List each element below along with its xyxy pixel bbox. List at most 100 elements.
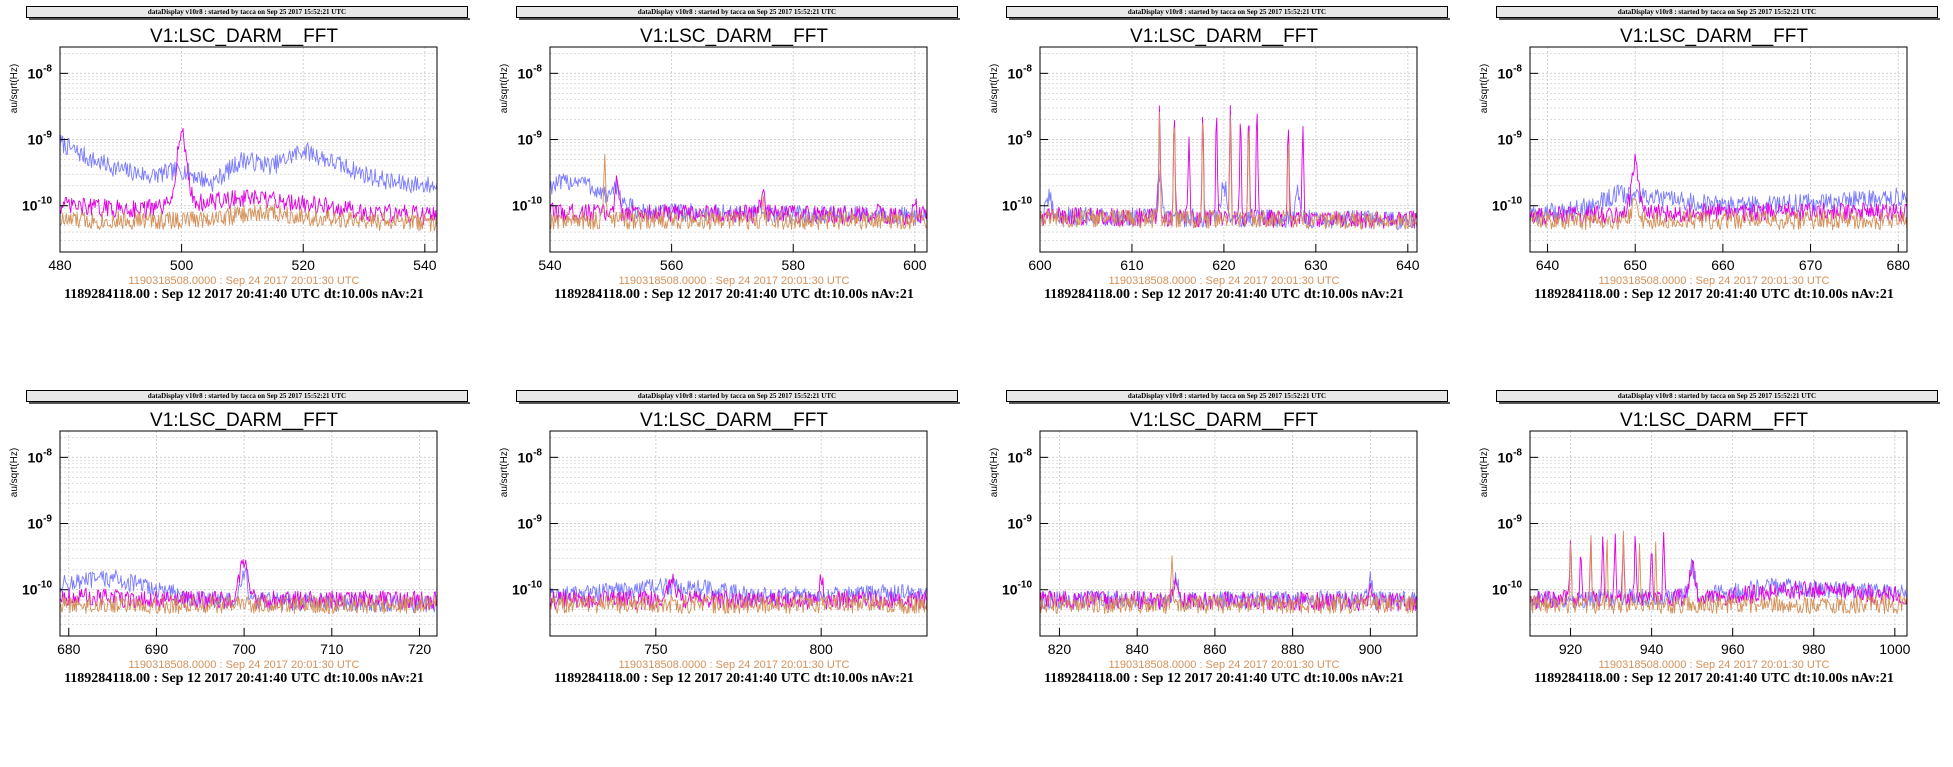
y-tick-label: 10-10	[1492, 580, 1522, 598]
series-line-orange	[549, 154, 928, 231]
series-line-blue	[59, 134, 438, 194]
acquisition-info: 1189284118.00 : Sep 12 2017 20:41:40 UTC…	[64, 287, 424, 302]
x-tick-label: 540	[538, 257, 562, 273]
plot-frame	[59, 46, 438, 253]
y-tick-label: 10-9	[518, 130, 543, 148]
x-tick-label: 800	[809, 641, 833, 657]
display-header: dataDisplay v10r8 : started by tacca on …	[516, 6, 960, 20]
x-tick-label: 540	[413, 257, 437, 273]
chart-panel: dataDisplay v10r8 : started by tacca on …	[1470, 384, 1953, 767]
x-tick-label: 720	[408, 641, 432, 657]
display-header: dataDisplay v10r8 : started by tacca on …	[26, 6, 470, 20]
x-tick-label: 710	[320, 641, 344, 657]
x-tick-label: 960	[1721, 641, 1745, 657]
x-tick-label: 1000	[1879, 641, 1910, 657]
chart-panel: dataDisplay v10r8 : started by tacca on …	[490, 384, 978, 767]
plot-area: 920 940 960 980 1000 10-8 10-9 10-10	[1492, 430, 1911, 657]
series-line-orange	[59, 594, 438, 615]
plot-title: V1:LSC_DARM__FFT	[1130, 26, 1318, 47]
x-tick-label: 940	[1640, 641, 1664, 657]
y-tick-label: 10-8	[28, 63, 53, 81]
x-tick-label: 520	[292, 257, 316, 273]
plot-title: V1:LSC_DARM__FFT	[640, 26, 828, 47]
x-tick-label: 880	[1281, 641, 1305, 657]
x-tick-label: 860	[1203, 641, 1227, 657]
series-line-magenta	[1529, 532, 1908, 610]
series-line-magenta	[59, 127, 438, 225]
x-tick-label: 900	[1359, 641, 1383, 657]
acquisition-info: 1189284118.00 : Sep 12 2017 20:41:40 UTC…	[64, 671, 424, 686]
x-tick-label: 980	[1802, 641, 1826, 657]
series-line-magenta	[59, 559, 438, 610]
x-tick-label: 500	[170, 257, 194, 273]
plot-area: 750 800 10-8 10-9 10-10	[512, 430, 928, 657]
acquisition-info: 1189284118.00 : Sep 12 2017 20:41:40 UTC…	[554, 671, 914, 686]
plot-frame	[1039, 46, 1418, 253]
plot-frame	[59, 430, 438, 637]
y-tick-label: 10-8	[1008, 447, 1033, 465]
series-line-orange	[1039, 555, 1418, 615]
y-tick-label: 10-8	[1498, 447, 1523, 465]
reference-timestamp: 1190318508.0000 : Sep 24 2017 20:01:30 U…	[1598, 275, 1830, 287]
reference-timestamp: 1190318508.0000 : Sep 24 2017 20:01:30 U…	[1108, 275, 1340, 287]
series-line-orange	[1039, 111, 1418, 230]
chart-panel: dataDisplay v10r8 : started by tacca on …	[980, 0, 1468, 383]
acquisition-info: 1189284118.00 : Sep 12 2017 20:41:40 UTC…	[1044, 671, 1404, 686]
y-tick-label: 10-10	[512, 196, 542, 214]
x-tick-label: 820	[1048, 641, 1072, 657]
y-tick-label: 10-9	[518, 514, 543, 532]
series-line-orange	[1529, 197, 1908, 231]
plot-frame	[549, 430, 928, 637]
y-tick-label: 10-9	[28, 514, 53, 532]
plot-area: 640 650 660 670 680 10-8 10-9 10-10	[1492, 46, 1911, 273]
acquisition-info: 1189284118.00 : Sep 12 2017 20:41:40 UTC…	[554, 287, 914, 302]
chart-panel: dataDisplay v10r8 : started by tacca on …	[0, 0, 488, 383]
plot-title: V1:LSC_DARM__FFT	[1130, 410, 1318, 431]
chart-panel: dataDisplay v10r8 : started by tacca on …	[490, 0, 978, 383]
y-tick-label: 10-10	[22, 196, 52, 214]
y-tick-label: 10-8	[1008, 63, 1033, 81]
display-header: dataDisplay v10r8 : started by tacca on …	[1006, 390, 1450, 404]
x-tick-label: 700	[232, 641, 256, 657]
y-tick-label: 10-10	[1492, 196, 1522, 214]
y-tick-label: 10-9	[1498, 514, 1523, 532]
x-tick-label: 670	[1799, 257, 1823, 273]
acquisition-info: 1189284118.00 : Sep 12 2017 20:41:40 UTC…	[1044, 287, 1404, 302]
x-tick-label: 920	[1559, 641, 1583, 657]
x-tick-label: 640	[1396, 257, 1420, 273]
x-tick-label: 660	[1711, 257, 1735, 273]
chart-panel: dataDisplay v10r8 : started by tacca on …	[1470, 0, 1953, 383]
y-tick-label: 10-10	[512, 580, 542, 598]
y-tick-label: 10-9	[1498, 130, 1523, 148]
series-line-magenta	[549, 175, 928, 226]
plot-area: 540 560 580 600 10-8 10-9 10-10	[512, 46, 928, 273]
reference-timestamp: 1190318508.0000 : Sep 24 2017 20:01:30 U…	[1108, 659, 1340, 671]
x-tick-label: 680	[57, 641, 81, 657]
display-header: dataDisplay v10r8 : started by tacca on …	[26, 390, 470, 404]
display-header: dataDisplay v10r8 : started by tacca on …	[1496, 6, 1940, 20]
x-tick-label: 680	[1887, 257, 1911, 273]
plot-title: V1:LSC_DARM__FFT	[150, 410, 338, 431]
y-tick-label: 10-10	[1002, 580, 1032, 598]
series-line-magenta	[1529, 153, 1908, 226]
x-tick-label: 630	[1304, 257, 1328, 273]
x-tick-label: 750	[644, 641, 668, 657]
display-header: dataDisplay v10r8 : started by tacca on …	[1006, 6, 1450, 20]
reference-timestamp: 1190318508.0000 : Sep 24 2017 20:01:30 U…	[618, 275, 850, 287]
plot-area: 680 690 700 710 720 10-8 10-9 10-10	[22, 430, 438, 657]
plot-title: V1:LSC_DARM__FFT	[1620, 26, 1808, 47]
acquisition-info: 1189284118.00 : Sep 12 2017 20:41:40 UTC…	[1534, 287, 1894, 302]
series-line-orange	[59, 203, 438, 232]
plot-title: V1:LSC_DARM__FFT	[150, 26, 338, 47]
x-tick-label: 620	[1212, 257, 1236, 273]
reference-timestamp: 1190318508.0000 : Sep 24 2017 20:01:30 U…	[1598, 659, 1830, 671]
series-line-orange	[549, 594, 928, 615]
plot-title: V1:LSC_DARM__FFT	[1620, 410, 1808, 431]
plot-area: 600 610 620 630 640 10-8 10-9 10-10	[1002, 46, 1420, 273]
chart-panel: dataDisplay v10r8 : started by tacca on …	[0, 384, 488, 767]
x-tick-label: 560	[660, 257, 684, 273]
plot-frame	[1039, 430, 1418, 637]
series-line-blue	[1039, 571, 1418, 610]
plot-area: 480 500 520 540 10-8 10-9 10-10	[22, 46, 438, 273]
y-tick-label: 10-10	[1002, 196, 1032, 214]
